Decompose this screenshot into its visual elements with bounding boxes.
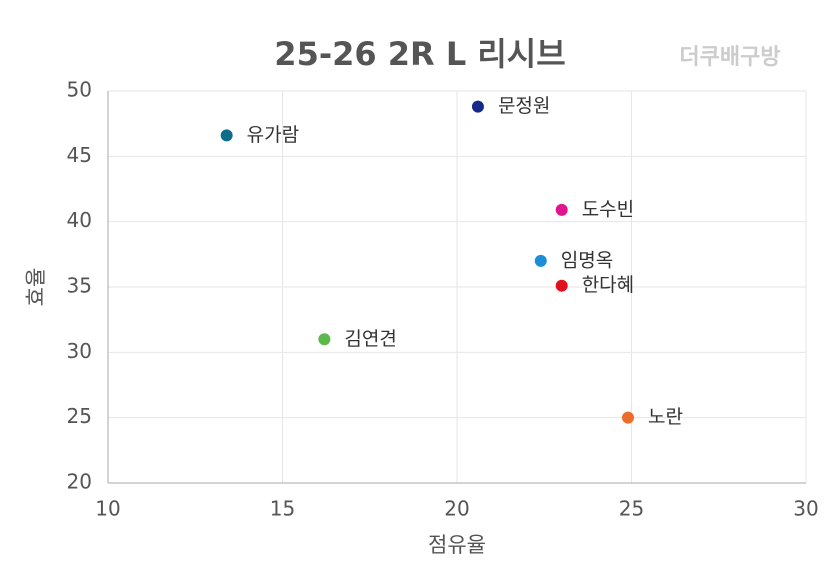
y-axis-label: 효율 — [24, 268, 48, 307]
point — [534, 254, 547, 267]
point — [622, 411, 635, 424]
y-tick-label: 25 — [67, 404, 92, 428]
x-tick-label: 20 — [444, 497, 469, 521]
point-label: 유가람 — [247, 124, 299, 146]
point — [555, 203, 568, 216]
y-tick-label: 20 — [67, 470, 92, 494]
y-tick-label: 45 — [67, 143, 92, 167]
point-label: 도수빈 — [582, 198, 634, 220]
point — [471, 100, 484, 113]
y-tick-label: 35 — [67, 274, 92, 298]
y-tick-label: 50 — [67, 78, 92, 102]
y-tick-label: 40 — [67, 208, 92, 232]
point — [220, 129, 233, 142]
point-label: 김연견 — [344, 328, 396, 350]
x-tick-label: 10 — [95, 497, 120, 521]
x-axis-label: 점유율 — [428, 533, 486, 557]
chart-title: 25-26 2R L 리시브 — [274, 35, 565, 73]
y-tick-label: 30 — [67, 339, 92, 363]
point-label: 임명옥 — [561, 249, 613, 271]
watermark: 더쿠배구방 — [679, 45, 780, 70]
x-tick-label: 15 — [270, 497, 295, 521]
x-tick-label: 25 — [619, 497, 644, 521]
point — [555, 279, 568, 292]
point-label: 노란 — [648, 406, 683, 428]
point-label: 문정원 — [498, 95, 550, 117]
x-tick-label: 30 — [793, 497, 818, 521]
point-label: 한다혜 — [582, 274, 634, 296]
point — [318, 333, 331, 346]
